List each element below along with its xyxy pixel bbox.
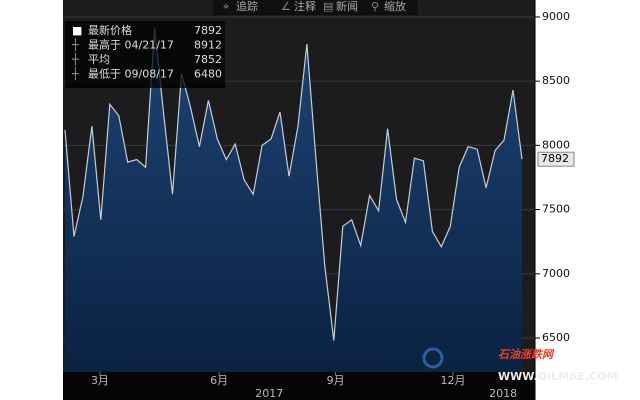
toolbar-icon: ⚲ (371, 0, 379, 13)
toolbar-icon: ⌖ (223, 0, 229, 13)
x-tick-label: 9月 (327, 374, 345, 387)
y-tick-label: 8000 (542, 138, 570, 151)
year-label: 2018 (489, 387, 517, 400)
legend-value: 6480 (194, 68, 222, 81)
x-axis-background (63, 372, 535, 400)
last-value-label: 7892 (541, 152, 569, 165)
x-tick-label: 6月 (210, 374, 228, 387)
toolbar-item[interactable]: 追踪 (236, 0, 258, 13)
x-tick-label: 3月 (91, 374, 109, 387)
legend-marker: ┼ (71, 38, 79, 52)
toolbar-item[interactable]: 新闻 (336, 0, 358, 13)
y-tick-label: 7500 (542, 203, 570, 216)
toolbar-item[interactable]: 缩放 (384, 0, 406, 13)
y-tick-label: 6500 (542, 331, 570, 344)
last-value-tag (537, 151, 575, 167)
legend-marker: ■ (72, 24, 82, 37)
line (64, 28, 523, 341)
legend-box (65, 21, 225, 88)
area (65, 28, 522, 372)
y-tick-label: 7000 (542, 267, 570, 280)
year-label: 2017 (255, 387, 283, 400)
watermark-title: 石油涨跌网 (498, 348, 555, 361)
watermark-logo (422, 347, 444, 369)
legend-value: 8912 (194, 39, 222, 52)
toolbar-icon: ▤ (323, 0, 333, 13)
legend-label: 最高于 04/21/17 (88, 38, 174, 52)
legend-marker: ┼ (71, 67, 79, 81)
legend-marker: ┼ (71, 52, 79, 66)
toolbar-icon: ∠ (281, 0, 291, 13)
toolbar (213, 0, 418, 15)
y-tick-label: 9000 (542, 10, 570, 23)
x-tick-label: 12月 (440, 374, 465, 387)
legend-label: 平均 (88, 53, 110, 66)
watermark-url: WWW.OILMAE.COM (498, 370, 618, 383)
y-tick-label: 8500 (542, 74, 570, 87)
legend-label: 最低于 09/08/17 (88, 68, 174, 81)
legend-label: 最新价格 (88, 23, 132, 37)
legend-value: 7892 (194, 24, 222, 37)
toolbar-item[interactable]: 注释 (294, 0, 316, 13)
legend-value: 7852 (194, 53, 222, 66)
